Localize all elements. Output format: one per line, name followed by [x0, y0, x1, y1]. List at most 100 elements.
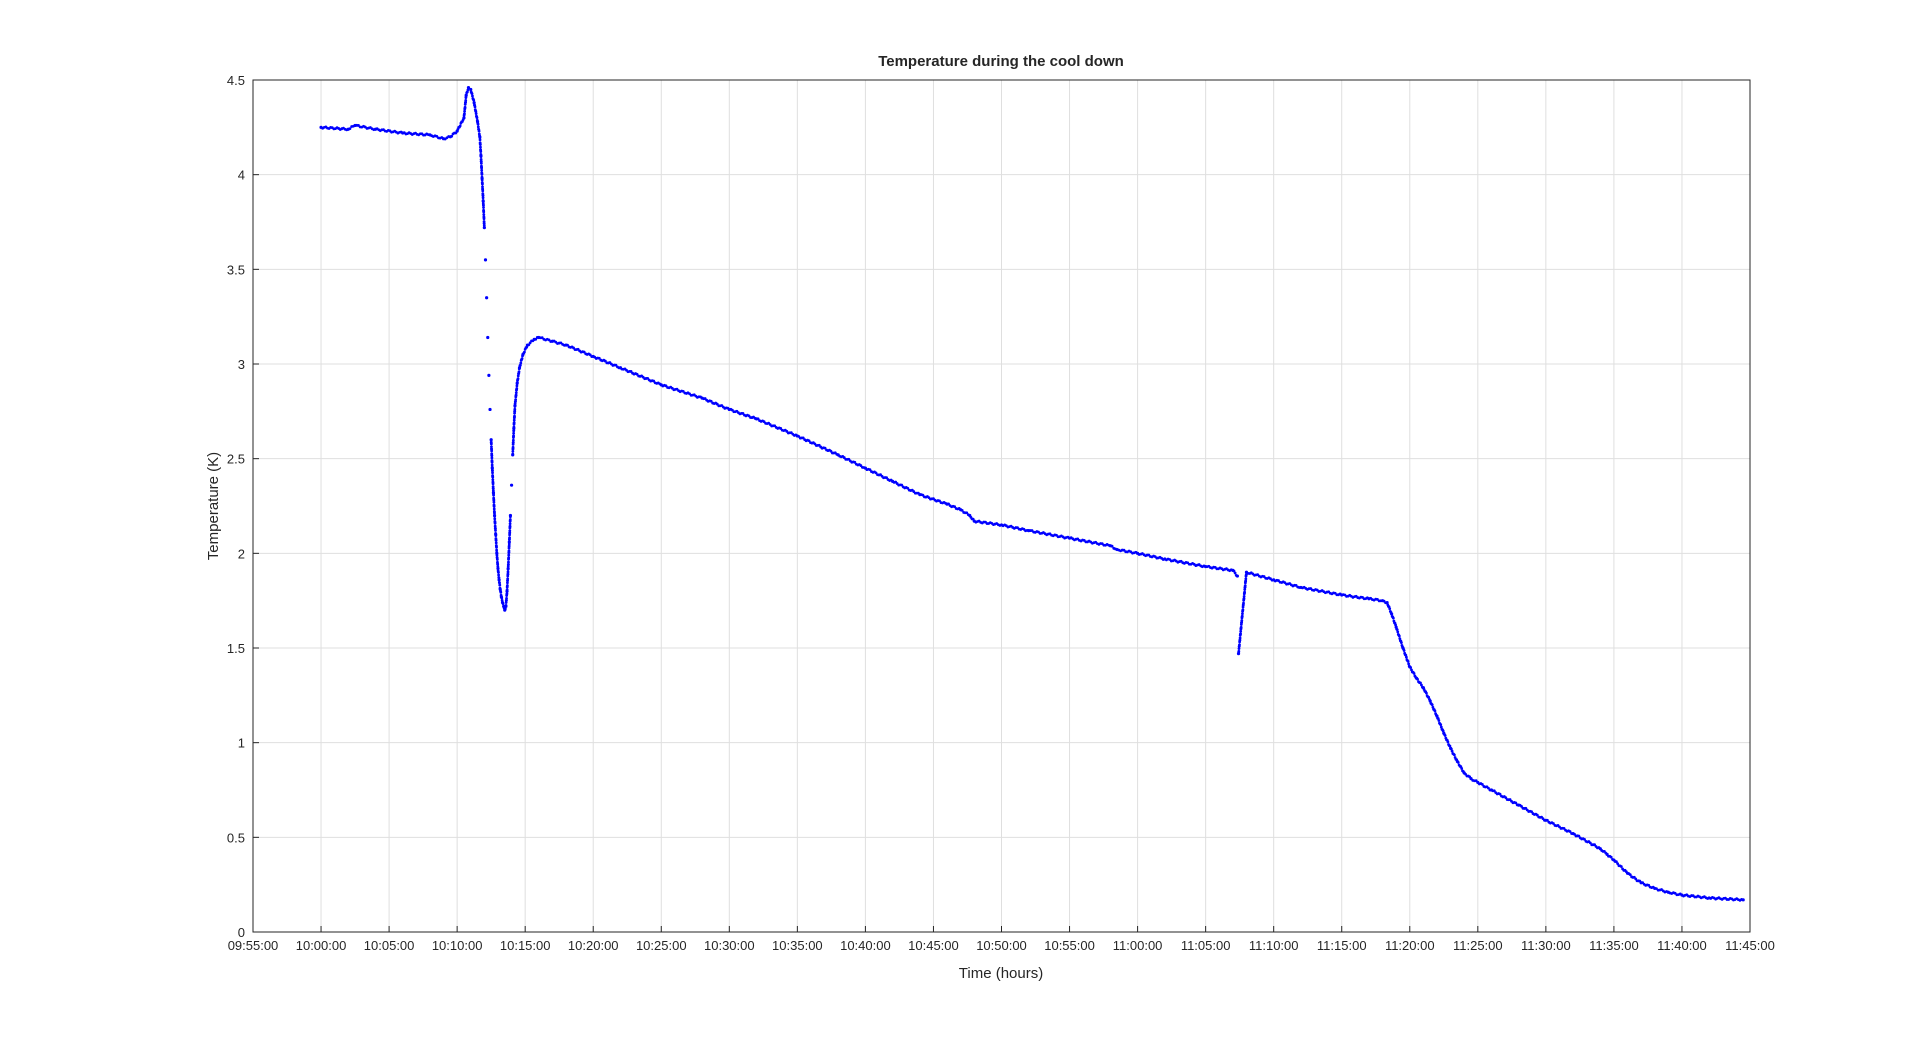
- data-point: [1446, 740, 1450, 744]
- data-point: [496, 566, 500, 571]
- data-point: [859, 464, 863, 467]
- data-point: [1552, 822, 1555, 825]
- data-point: [1419, 681, 1422, 685]
- data-point: [472, 101, 476, 105]
- data-point: [473, 105, 477, 109]
- data-point: [508, 524, 512, 528]
- data-point: [506, 570, 510, 574]
- data-point: [1449, 747, 1453, 751]
- data-point: [458, 124, 462, 128]
- data-point: [480, 168, 484, 172]
- data-point: [960, 509, 964, 512]
- data-point: [478, 136, 482, 140]
- data-point: [494, 529, 497, 532]
- data-point: [505, 596, 508, 600]
- data-point: [482, 213, 486, 216]
- data-point: [1741, 898, 1745, 902]
- x-tick-label: 10:10:00: [432, 938, 483, 953]
- data-point: [1420, 683, 1423, 687]
- data-point: [507, 544, 511, 548]
- y-tick-label: 0.5: [227, 830, 245, 845]
- y-tick-label: 4: [238, 168, 245, 183]
- data-point: [508, 518, 512, 521]
- data-point: [476, 125, 480, 129]
- data-point: [511, 449, 515, 453]
- data-point: [495, 558, 499, 561]
- data-point: [1583, 837, 1586, 841]
- x-tick-label: 10:35:00: [772, 938, 823, 953]
- data-point: [512, 434, 515, 438]
- data-point: [478, 138, 482, 142]
- data-point: [481, 182, 484, 186]
- data-point: [480, 173, 484, 176]
- data-point: [1243, 588, 1247, 591]
- y-tick-label: 1: [238, 736, 245, 751]
- data-point: [1416, 677, 1419, 681]
- data-point: [874, 471, 878, 475]
- data-point: [495, 548, 499, 552]
- x-tick-label: 10:30:00: [704, 938, 755, 953]
- data-point: [490, 445, 493, 449]
- data-point: [493, 514, 497, 518]
- data-point: [481, 199, 485, 203]
- data-point: [1460, 767, 1464, 770]
- data-point: [505, 588, 509, 592]
- data-point: [504, 603, 508, 607]
- data-point: [490, 466, 494, 470]
- data-point: [464, 93, 468, 97]
- data-point: [485, 296, 489, 300]
- data-point: [498, 583, 502, 587]
- data-point: [506, 581, 509, 585]
- data-point: [514, 391, 518, 395]
- data-point: [1237, 647, 1241, 651]
- data-point: [481, 185, 484, 189]
- y-tick-label: 0: [238, 925, 245, 940]
- data-point: [497, 571, 500, 574]
- data-point: [506, 562, 510, 566]
- data-point: [1456, 761, 1460, 764]
- x-tick-label: 11:15:00: [1317, 938, 1367, 953]
- y-tick-labels: 0 0.5 1 1.5 2 2.5 3 3.5 4 4.5: [227, 73, 245, 940]
- data-point: [463, 109, 466, 113]
- data-point: [1239, 629, 1243, 633]
- data-point: [1407, 662, 1411, 666]
- data-point: [1241, 612, 1244, 616]
- data-point: [1409, 666, 1413, 669]
- data-point: [1239, 632, 1242, 636]
- data-point: [482, 226, 486, 230]
- data-point: [1237, 649, 1241, 653]
- data-point: [463, 105, 467, 109]
- data-point: [1242, 601, 1245, 605]
- data-point: [528, 341, 532, 345]
- data-point: [508, 536, 511, 540]
- data-point: [1391, 616, 1395, 620]
- data-point: [474, 112, 478, 115]
- data-point: [1443, 734, 1447, 737]
- data-point: [492, 505, 496, 508]
- x-tick-label: 09:55:00: [228, 938, 279, 953]
- data-point: [1244, 577, 1248, 581]
- data-point: [490, 456, 494, 460]
- data-point: [1242, 594, 1246, 598]
- data-point: [482, 206, 485, 209]
- data-point: [1404, 655, 1408, 659]
- data-point: [1244, 579, 1248, 583]
- data-point: [1396, 630, 1400, 634]
- data-point: [516, 374, 520, 378]
- data-point: [513, 414, 516, 418]
- x-tick-label: 10:20:00: [568, 938, 619, 953]
- data-point: [1428, 699, 1432, 703]
- x-tick-label: 11:25:00: [1453, 938, 1503, 953]
- data-point: [503, 607, 507, 611]
- data-point: [493, 517, 497, 521]
- data-point: [470, 92, 474, 96]
- data-point: [489, 442, 493, 446]
- data-point: [512, 418, 516, 422]
- x-tick-label: 11:10:00: [1249, 938, 1299, 953]
- data-point: [479, 161, 483, 165]
- data-point: [1399, 641, 1403, 645]
- data-point: [501, 602, 505, 606]
- data-point: [508, 529, 512, 533]
- data-point: [506, 577, 510, 581]
